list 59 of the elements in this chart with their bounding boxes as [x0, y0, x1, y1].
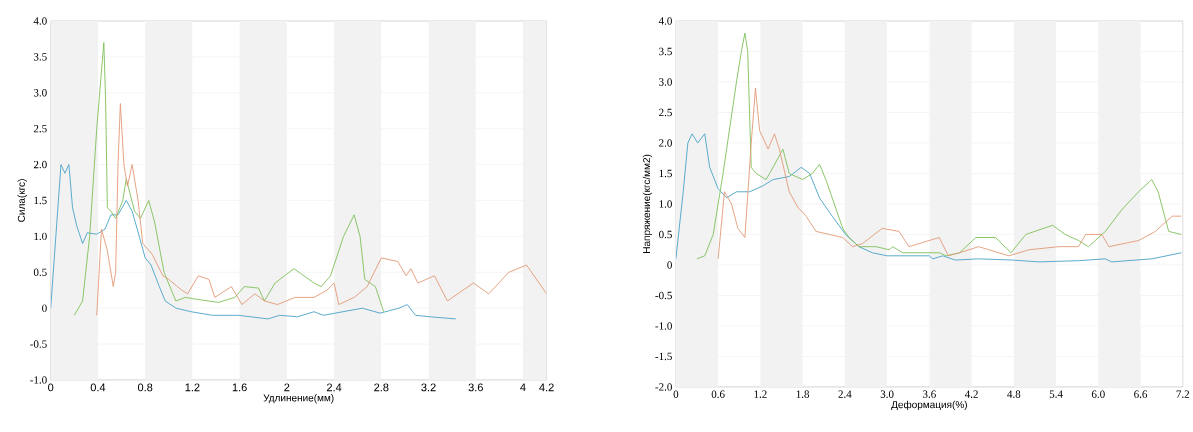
- x-tick-label: 0.8: [137, 383, 153, 392]
- y-tick-label: 0.5: [659, 230, 672, 239]
- x-axis-title: Удлинение(мм): [263, 394, 334, 404]
- y-tick-label: 3.5: [33, 53, 47, 61]
- x-tick-label: 0: [48, 383, 54, 392]
- line-series: [73, 42, 385, 316]
- x-tick-label: 3.6: [923, 390, 936, 398]
- y-tick-label: 0.5: [33, 268, 47, 277]
- x-tick-label: 3.6: [468, 383, 483, 392]
- y-tick-label: -1.5: [655, 352, 672, 361]
- x-tick-label: 2.4: [838, 390, 852, 398]
- y-tick-label: -1.0: [655, 322, 672, 330]
- x-tick-label: 2.8: [374, 383, 389, 392]
- x-tick-label: 3.2: [421, 383, 436, 392]
- y-tick-label: 1.0: [659, 200, 672, 208]
- x-tick-label: 4.8: [1007, 390, 1021, 398]
- x-tick-label: 3.0: [880, 390, 894, 398]
- line-series: [50, 164, 457, 320]
- y-tick-label: 4.0: [33, 17, 47, 25]
- y-tick-label: 0: [667, 261, 672, 269]
- y-tick-label: 0: [42, 304, 47, 312]
- y-tick-label: 2.5: [659, 108, 672, 117]
- y-tick-label: 2.0: [33, 160, 47, 169]
- x-tick-label: 0.4: [90, 383, 106, 392]
- x-tick-label: 2.4: [326, 383, 342, 392]
- y-tick-label: 1.0: [34, 232, 47, 241]
- y-axis-title: Напряжение(кгс/мм2): [642, 154, 653, 253]
- y-tick-label: -0.5: [655, 291, 672, 300]
- x-tick-label: 6.6: [1134, 390, 1148, 398]
- x-tick-label: 1.6: [232, 383, 247, 392]
- line-series: [696, 32, 1182, 260]
- line-series: [675, 133, 1182, 263]
- x-tick-label: 1.8: [796, 390, 810, 398]
- y-tick-label: 2.5: [33, 125, 47, 133]
- y-tick-label: 1.5: [659, 169, 672, 178]
- x-tick-label: 0.6: [711, 390, 725, 398]
- x-tick-label: 5.4: [1049, 390, 1063, 398]
- x-tick-label: 0: [673, 390, 679, 398]
- x-tick-label: 1.2: [754, 390, 767, 398]
- y-tick-label: 3.5: [659, 47, 672, 56]
- y-tick-label: 1.5: [34, 196, 47, 205]
- x-axis-title: Деформация(%): [891, 400, 967, 411]
- y-tick-label: -1.0: [30, 376, 47, 384]
- x-tick-label: 7.2: [1176, 390, 1190, 398]
- x-tick-label: 6.0: [1091, 390, 1105, 398]
- x-tick-label: 4.2: [964, 390, 978, 398]
- y-tick-label: 3.0: [33, 89, 47, 97]
- y-tick-label: 3.0: [659, 78, 672, 86]
- x-tick-label: 4.2: [539, 383, 554, 392]
- y-axis-title: Сила(кгс): [17, 179, 27, 222]
- x-tick-label: 1.2: [185, 383, 200, 392]
- y-tick-label: 2.0: [659, 139, 672, 147]
- y-tick-label: 4.0: [658, 17, 672, 25]
- line-series: [717, 87, 1182, 260]
- y-tick-label: -0.5: [30, 340, 47, 348]
- x-tick-label: 2: [284, 383, 290, 392]
- x-tick-label: 4: [520, 383, 526, 392]
- y-tick-label: -2.0: [655, 383, 672, 391]
- line-series: [96, 103, 547, 316]
